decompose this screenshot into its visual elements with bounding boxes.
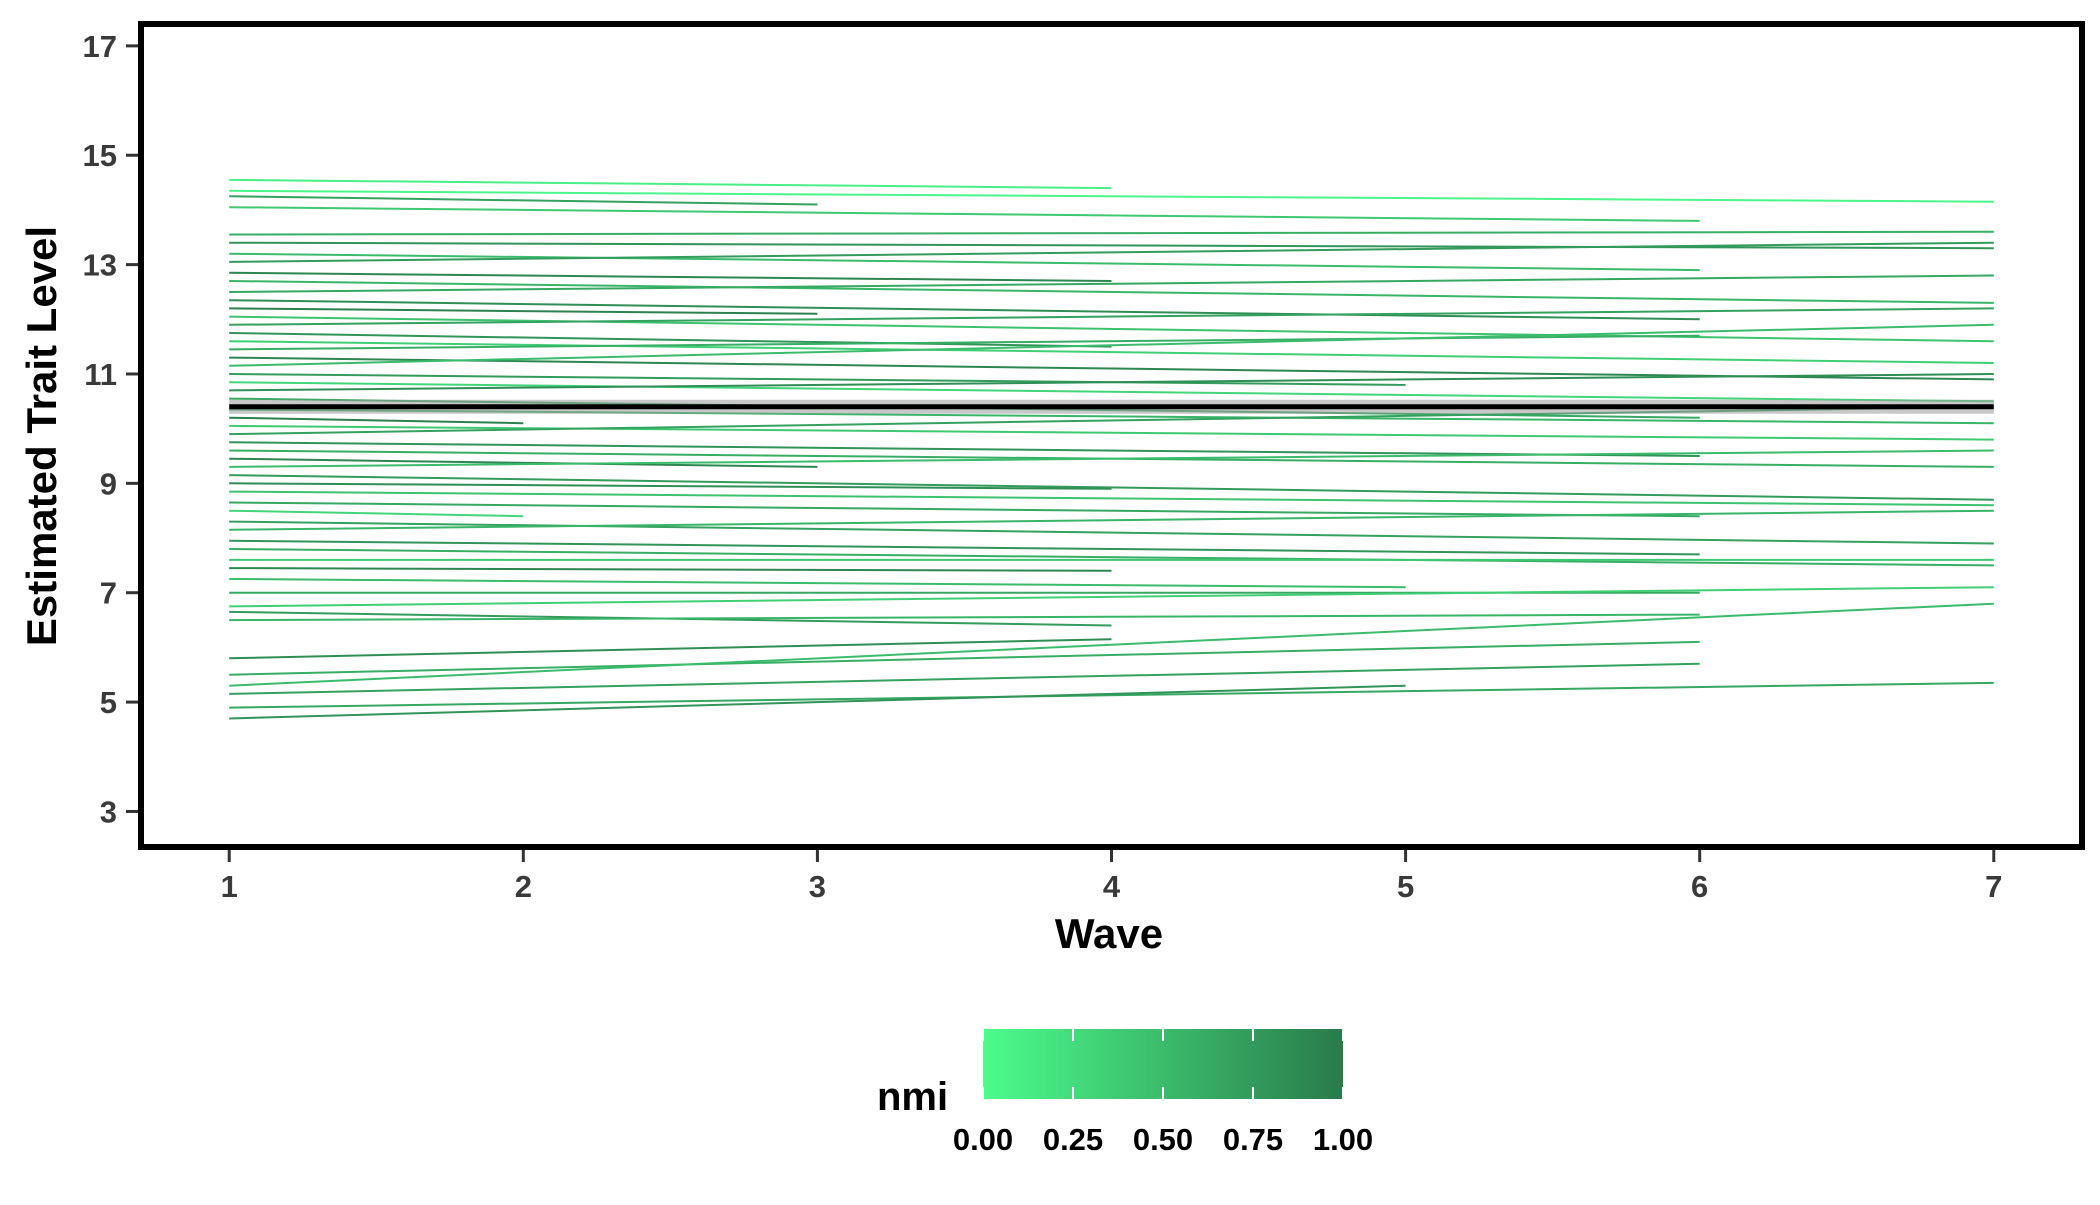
series-line [229, 323, 1994, 367]
series-line [229, 274, 1994, 293]
y-tick-label: 11 [84, 357, 117, 392]
y-axis-title: Estimated Trait Level [18, 226, 65, 646]
series-line [229, 449, 1994, 468]
series-line [229, 178, 1112, 190]
y-tick-label: 15 [83, 138, 117, 173]
series-line [229, 299, 1700, 321]
series-layer [229, 178, 1994, 720]
series-line [229, 424, 1994, 441]
x-tick-label: 4 [1103, 869, 1121, 904]
series-line [229, 509, 524, 518]
series-line [229, 474, 1994, 501]
y-tick-label: 17 [83, 29, 117, 64]
x-axis: 1 2 3 4 5 6 7 [221, 850, 2002, 904]
legend-tick-label: 0.25 [1043, 1122, 1103, 1157]
series-line [229, 206, 1700, 222]
series-line [229, 195, 818, 206]
legend-tick-label: 0.50 [1133, 1122, 1193, 1157]
series-line [229, 681, 1994, 709]
y-tick-label: 5 [100, 685, 117, 720]
series-line [229, 578, 1406, 589]
x-tick-label: 5 [1397, 869, 1414, 904]
y-tick-label: 9 [100, 466, 117, 501]
series-line [229, 280, 1994, 304]
series-line [229, 252, 1700, 272]
series-line [229, 307, 818, 315]
x-tick-label: 3 [809, 869, 826, 904]
series-line [229, 230, 1994, 236]
x-tick-label: 6 [1691, 869, 1708, 904]
series-line [229, 315, 1994, 343]
legend-tick-label: 0.75 [1223, 1122, 1283, 1157]
x-axis-title: Wave [1055, 910, 1163, 957]
series-line [229, 490, 1994, 507]
series-line [229, 539, 1700, 556]
series-line [229, 381, 1994, 403]
series-line [229, 602, 1994, 687]
series-line [229, 332, 1112, 348]
series-line [229, 241, 1994, 250]
legend-tick-label: 0.00 [953, 1122, 1013, 1157]
series-line [229, 501, 1700, 518]
series-line [229, 520, 1994, 545]
x-tick-label: 2 [515, 869, 532, 904]
series-line [229, 482, 1112, 490]
legend-tick-label: 1.00 [1313, 1122, 1373, 1157]
y-axis: 3 5 7 9 11 13 15 17 [83, 29, 138, 829]
series-line [229, 509, 1994, 531]
x-tick-label: 1 [221, 869, 238, 904]
series-line [229, 662, 1700, 695]
plot-frame [138, 21, 2085, 850]
series-line [229, 638, 1112, 660]
series-line [229, 548, 1994, 567]
nmi-legend: nmi 0.00 0.25 0.50 0.75 1.00 [877, 1029, 1373, 1157]
series-line [229, 373, 1406, 386]
x-tick-label: 7 [1985, 869, 2002, 904]
series-line [229, 613, 1700, 622]
series-line [229, 189, 1994, 203]
series-line [229, 586, 1994, 608]
series-line [229, 441, 1700, 457]
series-line [229, 373, 1994, 392]
series-line [229, 340, 1994, 364]
y-tick-label: 7 [100, 576, 117, 611]
series-line [229, 567, 1112, 572]
y-tick-label: 3 [100, 794, 117, 829]
legend-ticks: 0.00 0.25 0.50 0.75 1.00 [953, 1029, 1373, 1157]
series-line [229, 640, 1700, 676]
series-line [229, 271, 1112, 282]
series-line [229, 457, 818, 468]
y-tick-label: 13 [83, 248, 117, 283]
series-line [229, 241, 1994, 263]
series-line [229, 307, 1994, 326]
series-line [229, 684, 1406, 720]
series-line [229, 416, 524, 425]
legend-title: nmi [877, 1075, 948, 1119]
plot-background [141, 24, 2082, 847]
mean-trend-layer [229, 399, 1994, 414]
